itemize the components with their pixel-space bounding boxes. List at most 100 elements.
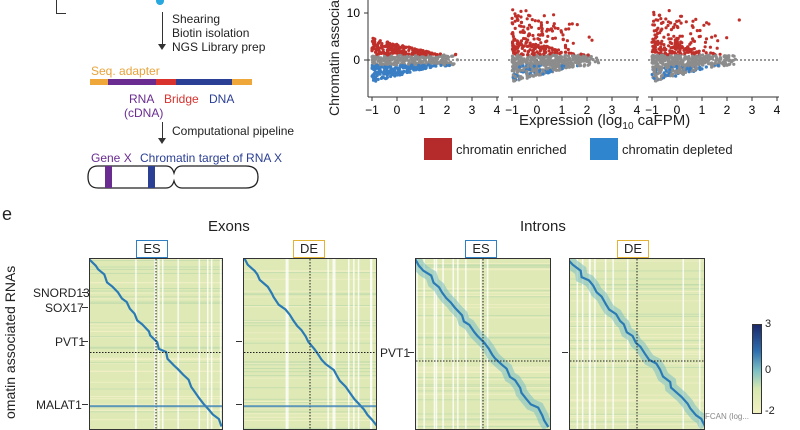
scatter-point [664, 48, 668, 52]
scatter-point [659, 17, 663, 21]
scatter-point [678, 54, 682, 58]
scatter-point [511, 57, 515, 61]
scatter-point [716, 63, 720, 68]
scatter-point [669, 28, 673, 32]
x-tick-label: 2 [444, 103, 451, 117]
scatter-point [528, 33, 532, 37]
scatter-point [442, 53, 446, 57]
scatter-point [704, 65, 708, 69]
scatter-point [548, 55, 552, 59]
scatter-point [672, 25, 676, 29]
scatter-point [666, 73, 670, 78]
scatter-point [675, 65, 679, 69]
scatter-point [375, 44, 380, 49]
badge-de-introns: DE [617, 240, 649, 258]
scatter-point [528, 67, 532, 72]
heatmap-row [244, 402, 376, 404]
scatter-point [382, 66, 386, 70]
exons-title: Exons [208, 218, 250, 235]
biotin-dot [156, 0, 164, 5]
scatter-point [372, 61, 376, 66]
scatter-point [552, 24, 556, 28]
scatter-point [421, 56, 425, 60]
scatter-point [558, 67, 562, 71]
scatter-point [691, 19, 695, 23]
scatter-point [567, 65, 571, 69]
heatmap-row [244, 420, 376, 421]
scatter-point [393, 74, 397, 78]
scatter-point [679, 14, 683, 18]
scatter-point [733, 57, 737, 61]
scatter-point [666, 56, 670, 61]
scatter-point [521, 58, 525, 62]
bracket-line [56, 13, 66, 14]
scatter-point [700, 62, 704, 66]
x-tick-label: 1 [559, 103, 566, 117]
scatter-point [686, 62, 690, 66]
scatter-point [571, 41, 575, 45]
heatmap-row [244, 293, 376, 295]
scatter-point [515, 42, 519, 46]
scatter-point [544, 55, 548, 59]
x-tick-label: 4 [634, 103, 641, 117]
scatter-point [539, 23, 544, 27]
legend-label-enriched: chromatin enriched [456, 142, 567, 157]
heatmap-column [154, 259, 156, 429]
heatmap-row [416, 369, 550, 371]
scatter-point [424, 59, 428, 63]
heatmap-column [370, 259, 372, 429]
heatmap-row [570, 407, 704, 409]
scatter-point [702, 49, 706, 53]
scatter-point [715, 46, 719, 50]
scatter-point [442, 63, 446, 67]
scatter-point [386, 69, 390, 73]
colorbar-tick-3: 3 [765, 318, 772, 330]
scatter-point [585, 57, 589, 61]
heatmap-row [244, 294, 376, 296]
scatter-point [525, 44, 529, 49]
scatter-point [532, 53, 536, 57]
x-tick-label: 3 [749, 103, 756, 117]
heatmap-exons-de [243, 258, 377, 430]
scatter-point [382, 51, 386, 56]
heatmap-column [332, 259, 334, 429]
heatmap-column [285, 259, 288, 429]
scatter-point [731, 54, 735, 58]
scatter-point [545, 20, 549, 24]
scatter-point [393, 67, 397, 71]
scatter-point [684, 20, 688, 24]
scatter-point [542, 44, 546, 48]
scatter-point [564, 27, 568, 31]
scatter-point [382, 76, 386, 80]
scatter-point [680, 69, 684, 73]
scatter-point [539, 48, 543, 52]
scatter-point [389, 57, 393, 61]
pipeline-label: Computational pipeline [172, 124, 295, 138]
scatter-point [379, 65, 383, 69]
scatter-point [560, 64, 564, 68]
scatter-point [691, 51, 695, 55]
scatter-point [395, 73, 399, 77]
scatter-point [556, 61, 560, 65]
scatter-point [420, 60, 424, 64]
scatter-point [667, 44, 671, 48]
scatter-point [389, 74, 393, 79]
heatmap-column [158, 259, 160, 429]
scatter-point [718, 52, 722, 56]
scatter-point [551, 48, 555, 52]
scatter-point [384, 62, 388, 66]
scatter-point [652, 19, 656, 23]
scatter-point [711, 51, 715, 56]
scatter-point [673, 44, 677, 48]
scatter-point [531, 33, 535, 38]
scatter-point [575, 23, 579, 27]
heatmap-row [416, 317, 550, 319]
scatter-point [390, 70, 394, 74]
heatmap-row [570, 321, 704, 323]
scatter-point [688, 42, 692, 46]
scatter-point [511, 8, 515, 12]
heatmap-column [327, 259, 329, 429]
heatmap-row [570, 288, 704, 290]
heatmap-column [162, 259, 164, 429]
scatter-point [519, 9, 523, 13]
